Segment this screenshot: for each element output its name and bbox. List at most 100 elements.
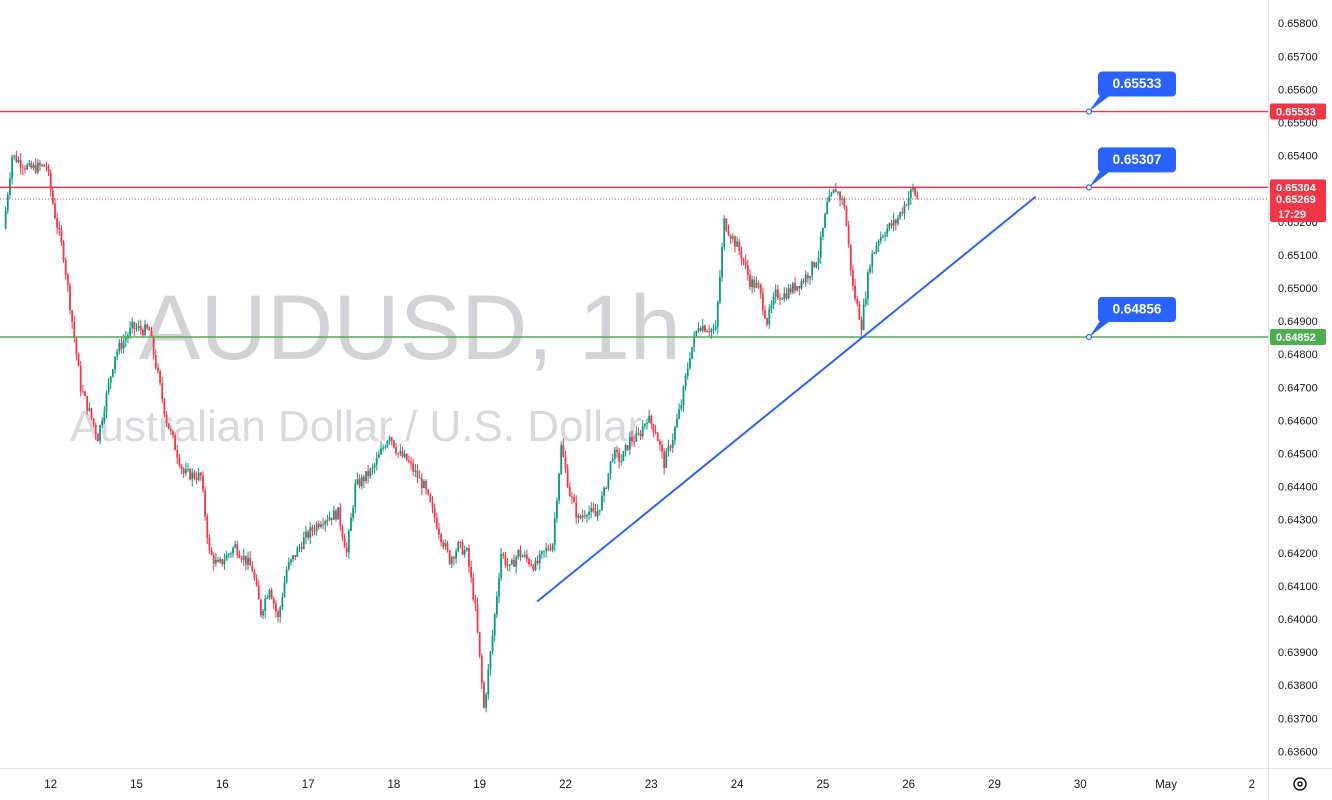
candle-body [809, 276, 811, 279]
candle-body [573, 497, 575, 503]
candle-body [761, 293, 764, 311]
price-callouts[interactable]: 0.65533 0.65307 0.64856 [1085, 71, 1177, 341]
current-price-tag[interactable] [1270, 190, 1326, 222]
candle-body [6, 194, 9, 211]
price-tag-label: 0.65533 [1276, 107, 1316, 119]
candle-body [684, 375, 687, 387]
candle-body [120, 342, 123, 349]
watermark-description: Australian Dollar / U.S. Dollar [70, 402, 642, 451]
candle-body [332, 510, 335, 520]
candle-body [867, 272, 869, 299]
candle-body [583, 515, 586, 517]
candle-body [43, 164, 46, 167]
candle-body [710, 329, 713, 333]
candle-body [592, 508, 595, 512]
callout-box [1098, 296, 1176, 322]
price-tick-label: 0.65000 [1278, 283, 1318, 295]
candle-body [566, 468, 569, 488]
candle-body [669, 446, 672, 448]
candle-body [682, 386, 685, 406]
price-callout-0.65307[interactable]: 0.65307 [1085, 147, 1177, 191]
candle-body [94, 424, 97, 434]
candle-body [39, 162, 41, 166]
candle-body [107, 382, 110, 393]
candle-body [154, 354, 157, 368]
candle-body [706, 331, 708, 333]
horizontal-levels[interactable] [0, 110, 1268, 338]
candle-body [764, 310, 766, 319]
candle-body [888, 223, 891, 229]
callout-anchor [1085, 333, 1093, 341]
candle-body [755, 283, 758, 288]
candle-body [142, 330, 144, 335]
candle-body [498, 578, 500, 597]
time-axis[interactable]: 12 15 16 17 18 19 22 23 24 25 26 29 30 May 2 [0, 768, 1332, 792]
price-tag-0.65533[interactable] [1270, 103, 1326, 120]
time-tick-label: 19 [473, 779, 486, 791]
candle-body [54, 203, 56, 219]
time-tick-label: 22 [559, 779, 572, 791]
candle-body [214, 559, 217, 564]
candle-body [841, 198, 844, 200]
candle-body [650, 415, 653, 425]
price-callout-0.64856[interactable]: 0.64856 [1085, 296, 1177, 341]
candle-body [429, 494, 432, 502]
candle-body [28, 163, 31, 166]
price-tag-0.64852[interactable] [1270, 328, 1326, 345]
uptrend-line[interactable] [536, 195, 1037, 603]
candle-body [133, 322, 136, 329]
candle-body [187, 469, 189, 471]
candle-body [832, 189, 835, 194]
candle-body [704, 325, 706, 332]
price-axis[interactable]: 0.658000.657000.656000.655000.654000.653… [1268, 0, 1327, 800]
candle-body [172, 430, 174, 436]
candle-body [11, 156, 13, 179]
candle-body [673, 427, 676, 440]
candle-body [384, 446, 387, 448]
candle-body [287, 562, 290, 570]
candle-body [146, 324, 149, 329]
candle-body [26, 165, 28, 170]
candle-body [272, 598, 275, 604]
candle-body [628, 437, 631, 450]
price-tick-label: 0.64900 [1278, 316, 1318, 328]
candle-body [320, 524, 322, 527]
candle-body [852, 270, 854, 286]
candle-body [184, 469, 187, 474]
symbol-watermark: AUDUSD, 1h Australian Dollar / U.S. Doll… [70, 277, 681, 451]
candle-body [854, 285, 856, 299]
candle-body [596, 511, 599, 517]
candle-body [564, 456, 567, 469]
candle-body [268, 590, 271, 598]
time-tick-label: 23 [645, 779, 658, 791]
trendline-layer[interactable] [536, 195, 1037, 603]
candle-body [191, 472, 194, 480]
candle-body [806, 274, 809, 279]
candle-body [275, 603, 277, 612]
candle-body [24, 168, 26, 170]
candle-body [826, 202, 829, 214]
candle-body [423, 481, 425, 488]
candle-body [905, 204, 908, 206]
candle-body [350, 517, 352, 532]
callout-pointer [1089, 95, 1110, 112]
candle-body [264, 598, 267, 611]
candle-body [819, 236, 822, 258]
price-callout-0.65533[interactable]: 0.65533 [1085, 71, 1177, 115]
candle-body [369, 469, 372, 477]
candle-body [725, 218, 728, 231]
candle-body [309, 527, 312, 538]
candle-body [32, 164, 35, 168]
candle-body [399, 451, 402, 454]
price-tick-label: 0.65600 [1278, 84, 1318, 96]
candle-body [907, 197, 910, 206]
candle-body [744, 261, 747, 265]
candle-body [556, 500, 558, 519]
gear-icon[interactable] [1293, 777, 1307, 791]
candle-body [313, 530, 316, 532]
candle-body [530, 564, 533, 566]
candle-body [510, 559, 513, 565]
candle-body [317, 523, 320, 527]
candle-body [114, 356, 116, 370]
